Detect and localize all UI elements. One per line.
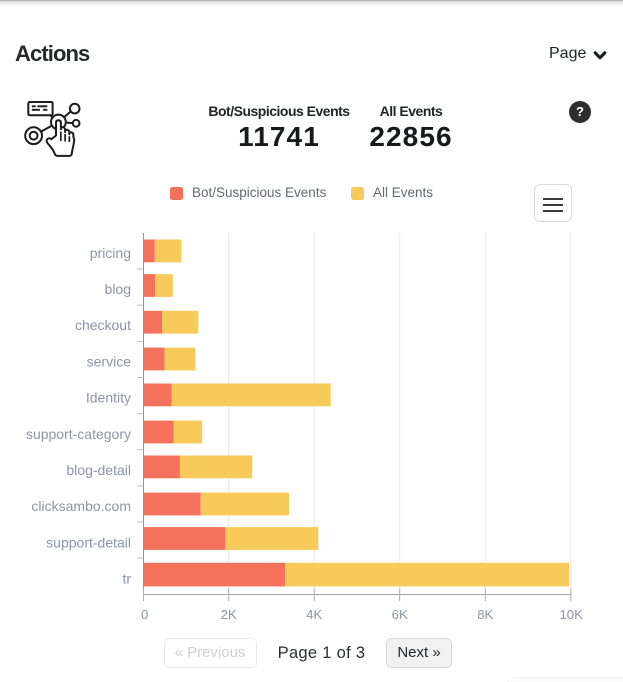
- svg-text:Identity: Identity: [86, 390, 131, 406]
- svg-text:clicksambo.com: clicksambo.com: [31, 498, 131, 514]
- svg-text:support-category: support-category: [26, 426, 131, 442]
- svg-text:blog: blog: [105, 281, 131, 297]
- svg-text:pricing: pricing: [90, 245, 131, 261]
- svg-text:blog-detail: blog-detail: [66, 462, 131, 478]
- svg-text:tr: tr: [122, 571, 131, 587]
- svg-text:8K: 8K: [477, 607, 493, 622]
- svg-text:checkout: checkout: [75, 317, 131, 333]
- svg-text:2K: 2K: [221, 607, 237, 622]
- svg-text:service: service: [87, 353, 132, 369]
- svg-text:0: 0: [141, 607, 148, 622]
- svg-text:6K: 6K: [392, 607, 408, 622]
- svg-text:support-detail: support-detail: [46, 534, 131, 550]
- svg-text:4K: 4K: [306, 607, 322, 622]
- svg-text:10K: 10K: [559, 607, 583, 622]
